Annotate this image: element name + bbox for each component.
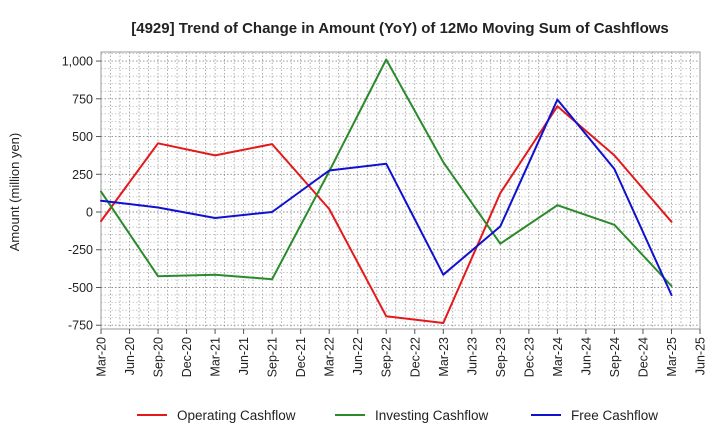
x-tick-label: Mar-22 — [323, 337, 337, 377]
x-tick-label: Dec-20 — [180, 337, 194, 377]
y-axis-label: Amount (million yen) — [7, 133, 22, 252]
x-tick-label: Mar-25 — [665, 337, 679, 377]
x-tick-label: Jun-22 — [351, 337, 365, 375]
axes: -750 -500 -250 0 250 500 750 1,000 Mar-20 Jun-20 S… — [62, 51, 708, 377]
y-tick-label: 500 — [72, 130, 93, 144]
x-tick-label: Mar-20 — [95, 337, 109, 377]
series-line-free-cashflow — [100, 98, 673, 296]
series-line-investing-cashflow — [100, 58, 673, 287]
legend-label: Free Cashflow — [571, 408, 658, 423]
x-tick-label: Sep-22 — [380, 337, 394, 377]
y-tick-label: -750 — [68, 319, 93, 333]
x-tick-label: Jun-24 — [579, 337, 593, 375]
x-tick-label: Jun-20 — [123, 337, 137, 375]
x-tick-label: Mar-21 — [209, 337, 223, 377]
y-tick-label: -500 — [68, 281, 93, 295]
gridlines — [100, 52, 701, 329]
x-tick-label: Sep-23 — [494, 337, 508, 377]
y-tick-label: 250 — [72, 168, 93, 182]
y-tick-label: -250 — [68, 243, 93, 257]
x-tick-label: Mar-23 — [437, 337, 451, 377]
y-tick-label: 1,000 — [62, 55, 93, 69]
legend-label: Operating Cashflow — [177, 408, 296, 423]
chart-title: [4929] Trend of Change in Amount (YoY) o… — [131, 20, 669, 37]
x-tick-label: Mar-24 — [551, 337, 565, 377]
x-tick-label: Sep-21 — [266, 337, 280, 377]
x-tick-label: Dec-22 — [408, 337, 422, 377]
x-tick-label: Dec-21 — [294, 337, 308, 377]
y-tick-label: 750 — [72, 92, 93, 106]
x-tick-label: Sep-20 — [152, 337, 166, 377]
y-tick-label: 0 — [86, 206, 93, 220]
plot-frame — [100, 51, 701, 330]
x-tick-label: Sep-24 — [608, 337, 622, 377]
x-tick-label: Jun-21 — [237, 337, 251, 375]
legend: Operating Cashflow Investing Cashflow Free… — [137, 408, 658, 423]
x-tick-label: Jun-25 — [694, 337, 708, 375]
legend-label: Investing Cashflow — [375, 408, 489, 423]
series-lines — [100, 58, 673, 324]
x-tick-label: Dec-23 — [522, 337, 536, 377]
x-tick-label: Jun-23 — [465, 337, 479, 375]
x-tick-label: Dec-24 — [636, 337, 650, 377]
